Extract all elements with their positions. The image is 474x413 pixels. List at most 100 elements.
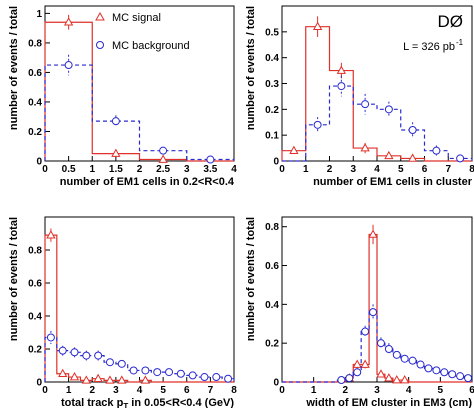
x-tick-label: 8: [231, 385, 237, 396]
signal-marker: [81, 375, 91, 384]
y-tick-label: 0.1: [265, 131, 279, 142]
luminosity-label: L = 326 pb: [403, 41, 455, 53]
background-marker: [70, 348, 79, 357]
x-tick-label: 5: [398, 164, 404, 175]
background-marker: [58, 346, 67, 355]
background-marker: [337, 376, 346, 385]
background-marker: [105, 358, 114, 367]
background-marker: [464, 374, 473, 383]
background-marker: [153, 368, 162, 377]
background-marker: [206, 155, 215, 164]
background-marker: [448, 370, 457, 379]
background-marker: [384, 105, 393, 114]
experiment-logo: DØ: [438, 12, 464, 31]
y-tick-label: 0.6: [265, 261, 279, 272]
panel-bottom-left: 0 1 2 3 4 5 6 7 8 0 0.2 0.4 0.6 0.8 number of events /…: [8, 216, 237, 411]
x-axis-title-part: total track p: [61, 397, 124, 408]
x-tick-label: 0: [279, 385, 285, 396]
background-marker: [408, 356, 417, 365]
panel-bottom-right: 0 1 2 3 4 5 6 0 0.2 0.4 0.6 0.8 number of events / t…: [245, 216, 474, 409]
y-tick-label: 0: [36, 378, 42, 389]
x-tick-label: 3: [374, 385, 380, 396]
signal-marker: [392, 375, 402, 384]
legend-signal-marker: [95, 11, 105, 21]
background-marker: [361, 327, 370, 336]
x-tick-label: 2: [137, 164, 143, 175]
background-marker: [64, 61, 73, 70]
x-tick-label: 3.5: [203, 164, 217, 175]
signal-marker: [360, 143, 370, 152]
signal-marker: [336, 65, 347, 74]
x-tick-label: 7: [208, 385, 214, 396]
x-tick-label: 1: [66, 385, 72, 396]
y-tick-label: 0.2: [265, 339, 279, 350]
background-marker: [159, 146, 168, 155]
background-marker: [384, 345, 393, 353]
background-marker: [111, 117, 120, 126]
signal-marker: [63, 17, 74, 26]
x-tick-label: 2: [327, 164, 333, 175]
background-marker: [361, 100, 370, 109]
y-tick-label: 0.5: [265, 27, 279, 38]
background-marker: [408, 126, 417, 134]
signal-histogram-line: [282, 233, 472, 383]
luminosity-exponent: -1: [456, 38, 464, 47]
signal-marker: [400, 375, 410, 384]
x-tick-label: 2: [343, 385, 349, 396]
background-marker: [376, 339, 385, 348]
background-marker: [369, 308, 378, 317]
x-tick-label: 1: [89, 164, 95, 175]
x-tick-label: 1: [303, 164, 309, 175]
x-tick-label: 5: [438, 385, 444, 396]
x-tick-label: 3: [184, 164, 190, 175]
x-tick-label: 5: [160, 385, 166, 396]
background-marker: [432, 146, 441, 155]
x-tick-label: 4: [231, 164, 237, 175]
x-tick-label: 0.5: [62, 164, 76, 175]
signal-marker: [384, 373, 394, 382]
signal-marker: [69, 372, 80, 381]
signal-marker: [58, 368, 68, 378]
signal-marker: [368, 229, 378, 238]
y-axis-title: number of events / total: [8, 6, 20, 130]
y-tick-label: 0.4: [265, 300, 279, 311]
x-tick-label: 3: [350, 164, 356, 175]
signal-marker: [376, 369, 386, 378]
x-tick-label: 4: [406, 385, 412, 396]
signal-marker: [360, 359, 370, 368]
x-axis-title: width of EM cluster in EM3 (cm): [305, 397, 472, 408]
x-axis-title: number of EM1 cells in cluster: [313, 176, 473, 188]
background-marker: [176, 369, 185, 378]
y-tick-label: 0.4: [28, 97, 42, 108]
y-tick-label: 0.2: [28, 127, 42, 138]
signal-histogram-line: [44, 21, 234, 162]
y-tick-label: 0.8: [265, 222, 279, 233]
background-marker: [432, 366, 441, 375]
x-tick-label: 8: [469, 164, 474, 175]
signal-marker: [289, 145, 299, 154]
background-marker: [313, 120, 322, 129]
y-axis-title: number of events / total: [245, 6, 257, 130]
signal-marker: [158, 154, 168, 163]
plot-frame: [44, 5, 235, 162]
background-marker: [224, 374, 233, 383]
x-axis-title: total track pT in 0.05<R<0.4 (GeV): [61, 397, 234, 408]
y-tick-label: 0.4: [265, 53, 279, 64]
x-tick-label: 2.5: [156, 164, 170, 175]
x-tick-label: 2: [89, 385, 95, 396]
legend: MC signal MC background: [95, 11, 190, 52]
x-tick-label: 4: [374, 164, 380, 175]
y-tick-label: 0.2: [265, 105, 279, 116]
background-marker: [165, 368, 174, 377]
background-marker: [200, 373, 209, 382]
background-histogram-line: [282, 85, 473, 162]
x-tick-label: 7: [445, 164, 451, 175]
background-marker: [141, 366, 150, 375]
signal-marker: [46, 230, 56, 239]
y-tick-label: 0.8: [28, 38, 42, 49]
x-tick-label: 0: [42, 385, 48, 396]
background-marker: [212, 373, 221, 382]
x-tick-label: 1: [311, 385, 317, 396]
